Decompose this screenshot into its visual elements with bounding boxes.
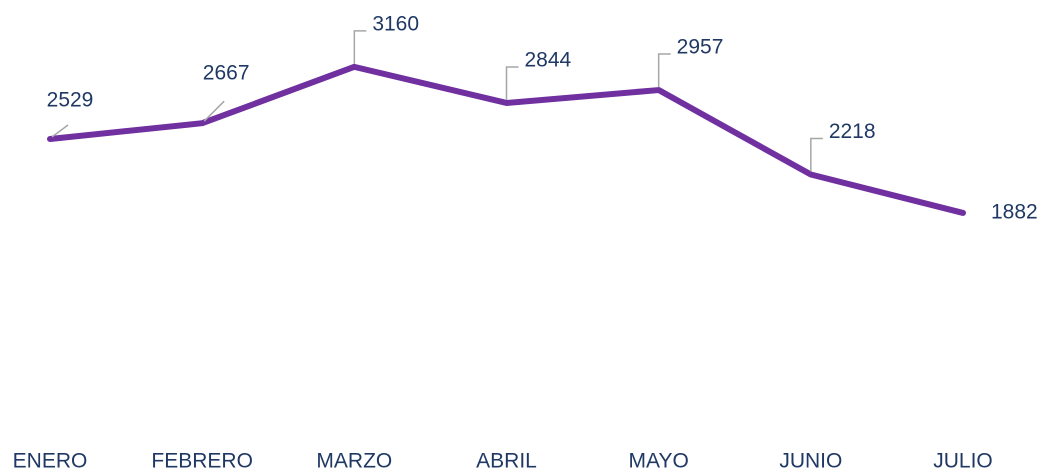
leader-line [810, 137, 823, 172]
x-tick-label: FEBRERO [151, 450, 253, 473]
x-tick-label: JUNIO [779, 450, 842, 473]
x-tick-label: JULIO [933, 450, 993, 473]
data-label: 2529 [47, 89, 94, 112]
data-label: 2667 [203, 62, 250, 85]
data-label: 2957 [677, 36, 724, 59]
data-label: 1882 [991, 200, 1038, 223]
data-label: 2218 [829, 120, 876, 143]
leader-line [51, 124, 69, 138]
data-label: 2844 [525, 49, 572, 72]
data-label: 3160 [372, 12, 419, 35]
leader-line [203, 100, 225, 122]
leader-line [505, 66, 519, 100]
x-tick-label: ENERO [13, 450, 88, 473]
x-tick-label: MAYO [629, 450, 689, 473]
x-tick-label: ABRIL [476, 450, 537, 473]
leader-line [657, 53, 671, 88]
leader-line [353, 30, 367, 64]
line [47, 63, 966, 216]
x-tick-label: MARZO [316, 450, 392, 473]
